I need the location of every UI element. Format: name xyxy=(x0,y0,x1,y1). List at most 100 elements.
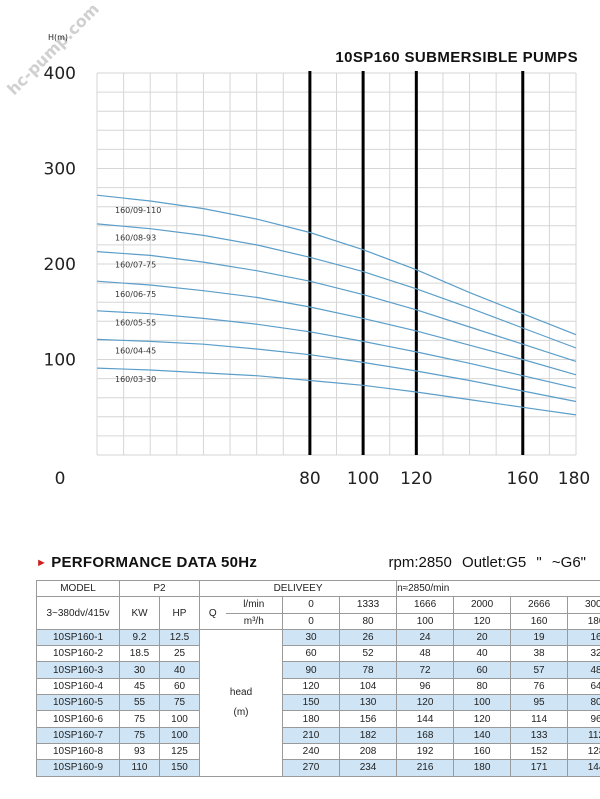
head-label-cell: head (m) xyxy=(199,628,284,777)
head-value-cell: 96 xyxy=(567,710,600,728)
table-row: 10SP160-218.525 605248403832 xyxy=(36,645,600,663)
hp-cell: 100 xyxy=(158,726,201,744)
voltage-header: 3~380dv/415v xyxy=(36,596,120,630)
kw-cell: 93 xyxy=(119,742,160,761)
performance-table-body: MODEL P2 DELIVEEY n≈2850/min 3~380dv/415… xyxy=(36,579,600,777)
rpm-outlet-label: rpm:2850 Outlet:G5 " ~G6" xyxy=(388,554,587,571)
head-value-cell: 182 xyxy=(339,726,398,744)
model-cell: 10SP160-9 xyxy=(36,759,120,777)
curve-line xyxy=(96,367,577,416)
model-cell: 10SP160-6 xyxy=(36,710,120,728)
table-header-row-1: MODEL P2 DELIVEEY n≈2850/min xyxy=(36,579,600,598)
curve-line xyxy=(96,338,577,403)
head-value-cell: 48 xyxy=(396,645,455,663)
performance-table: MODEL P2 DELIVEEY n≈2850/min 3~380dv/415… xyxy=(36,579,600,777)
head-value-cell: 104 xyxy=(339,677,398,696)
model-cell: 10SP160-5 xyxy=(36,694,120,712)
kw-cell: 30 xyxy=(119,661,160,679)
kw-cell: 110 xyxy=(119,759,160,777)
hp-cell: 100 xyxy=(158,710,201,728)
head-value-cell: 120 xyxy=(396,694,455,712)
m3h-unit: m³/h xyxy=(225,612,284,630)
axis-ticks: 0 80 100 120 160 180 400 300 200 100 xyxy=(44,64,591,489)
head-value-cell: 24 xyxy=(396,628,455,647)
y-tick-label: 100 xyxy=(44,351,76,371)
head-value-cell: 52 xyxy=(339,645,398,663)
p2-header: P2 xyxy=(118,579,201,598)
performance-header: ► PERFORMANCE DATA 50Hz rpm:2850 Outlet:G… xyxy=(36,554,592,576)
head-value-cell: 133 xyxy=(510,726,569,744)
watermark-text: hc-pump.com xyxy=(3,0,103,99)
lmin-cell: 0 xyxy=(282,596,341,614)
curve-line xyxy=(96,251,577,362)
head-value-cell: 60 xyxy=(282,645,341,663)
model-cell: 10SP160-3 xyxy=(36,661,120,679)
head-value-cell: 30 xyxy=(282,628,341,647)
head-value-cell: 171 xyxy=(510,759,569,777)
lmin-cell: 2000 xyxy=(453,596,512,614)
head-value-cell: 16 xyxy=(567,628,600,647)
kw-cell: 75 xyxy=(119,710,160,728)
hp-header: HP xyxy=(158,596,201,630)
pump-curve-chart: hc-pump.com H(m) 10SP160 SUBMERSIBLE PUM… xyxy=(3,0,591,489)
kw-cell: 75 xyxy=(119,726,160,744)
curve-label: 160/08-93 xyxy=(115,234,156,243)
head-value-cell: 180 xyxy=(282,710,341,728)
kw-cell: 45 xyxy=(119,677,160,696)
head-value-cell: 76 xyxy=(510,677,569,696)
head-value-cell: 160 xyxy=(453,742,512,761)
hp-cell: 150 xyxy=(158,759,201,777)
head-value-cell: 216 xyxy=(396,759,455,777)
curve-series-group: 160/09-110 160/08-93 160/07-75 160/06-75 160… xyxy=(96,194,577,416)
lmin-cell: 3000 xyxy=(567,596,600,614)
head-value-cell: 128 xyxy=(567,742,600,761)
y-axis-unit-label: H(m) xyxy=(48,33,68,42)
hp-cell: 75 xyxy=(158,694,201,712)
head-value-cell: 26 xyxy=(339,628,398,647)
head-value-cell: 210 xyxy=(282,726,341,744)
head-value-cell: 240 xyxy=(282,742,341,761)
model-cell: 10SP160-7 xyxy=(36,726,120,744)
head-value-cell: 32 xyxy=(567,645,600,663)
kw-cell: 18.5 xyxy=(119,645,160,663)
head-value-cell: 48 xyxy=(567,661,600,679)
table-header-row-3: m³/h 0 80 100 120 160 180 xyxy=(37,612,600,630)
m3h-cell: 160 xyxy=(510,612,569,630)
performance-title: ► PERFORMANCE DATA 50Hz xyxy=(36,554,257,571)
m3h-cell: 180 xyxy=(567,612,600,630)
head-value-cell: 234 xyxy=(339,759,398,777)
y-tick-label: 300 xyxy=(44,160,76,180)
hp-cell: 25 xyxy=(158,645,201,663)
curve-label: 160/09-110 xyxy=(115,206,161,215)
head-value-cell: 96 xyxy=(396,677,455,696)
chart-title: 10SP160 SUBMERSIBLE PUMPS xyxy=(335,49,578,66)
head-value-cell: 38 xyxy=(510,645,569,663)
delivery-header: DELIVEEY xyxy=(199,579,398,598)
lmin-cell: 2666 xyxy=(510,596,569,614)
head-value-cell: 180 xyxy=(453,759,512,777)
hp-cell: 60 xyxy=(158,677,201,696)
q-header: Q xyxy=(199,596,226,630)
head-value-cell: 40 xyxy=(453,645,512,663)
lmin-unit: l/min xyxy=(225,596,284,614)
head-value-cell: 72 xyxy=(396,661,455,679)
kw-cell: 55 xyxy=(119,694,160,712)
arrow-icon: ► xyxy=(36,557,48,569)
head-value-cell: 144 xyxy=(396,710,455,728)
x-tick-label: 80 xyxy=(299,469,321,489)
model-cell: 10SP160-2 xyxy=(36,645,120,663)
curve-label: 160/06-75 xyxy=(115,290,156,299)
x-tick-label: 160 xyxy=(507,469,539,489)
head-value-cell: 192 xyxy=(396,742,455,761)
lmin-cell: 1333 xyxy=(339,596,398,614)
curve-label: 160/07-75 xyxy=(115,260,156,269)
head-value-cell: 120 xyxy=(453,710,512,728)
head-value-cell: 80 xyxy=(453,677,512,696)
kw-header: KW xyxy=(119,596,160,630)
